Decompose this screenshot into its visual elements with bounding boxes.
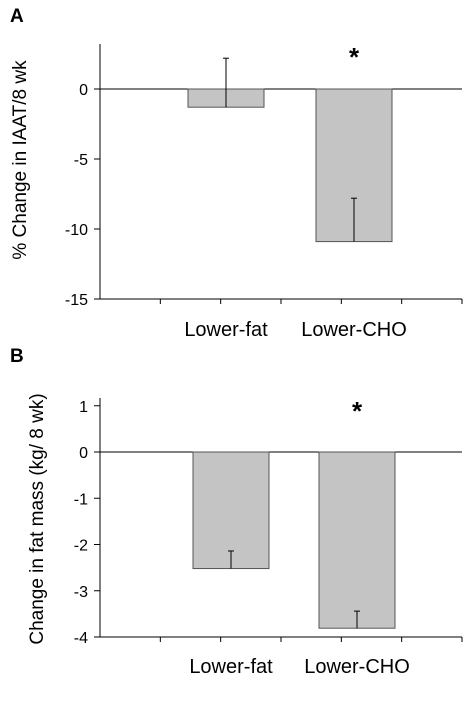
panel-a-category-label-1: Lower-CHO — [301, 319, 407, 341]
panel-b-y-tick-label: 1 — [79, 399, 88, 416]
panel-a-y-tick-label: -15 — [65, 292, 88, 309]
panel-b-y-tick-label: 0 — [79, 445, 88, 462]
panel-b-y-axis-title: Change in fat mass (kg/ 8 wk) — [27, 393, 48, 644]
panel-b-significance-mark-1: * — [352, 396, 363, 426]
panel-a-y-tick-label: -5 — [74, 152, 88, 169]
panel-a-letter: A — [10, 6, 24, 27]
panel-a-category-label-0: Lower-fat — [184, 319, 268, 341]
panel-b-category-label-1: Lower-CHO — [304, 656, 410, 678]
panel-b-y-tick-label: -4 — [74, 630, 88, 647]
panel-b-y-tick-label: -1 — [74, 491, 88, 508]
panel-b-y-tick-label: -3 — [74, 584, 88, 601]
panel-b-bar-0 — [192, 451, 270, 570]
panel-b-bar-1 — [318, 451, 396, 629]
panel-a-y-axis-title: % Change in IAAT/8 wk — [10, 60, 31, 260]
panel-b-y-tick-label: -2 — [74, 538, 88, 555]
panel-a-significance-mark-1: * — [349, 42, 360, 72]
panel-a: A % Change in IAAT/8 wk -15 -10 -5 0 Lower-f… — [10, 6, 463, 341]
panel-b-letter: B — [10, 346, 24, 367]
panel-b: B Change in fat mass (kg/ 8 wk) -4 -3 -2 -1… — [10, 346, 463, 678]
panel-a-y-tick-label: -10 — [65, 222, 88, 239]
panel-b-category-label-0: Lower-fat — [189, 656, 273, 678]
panel-a-y-tick-label: 0 — [79, 82, 88, 99]
